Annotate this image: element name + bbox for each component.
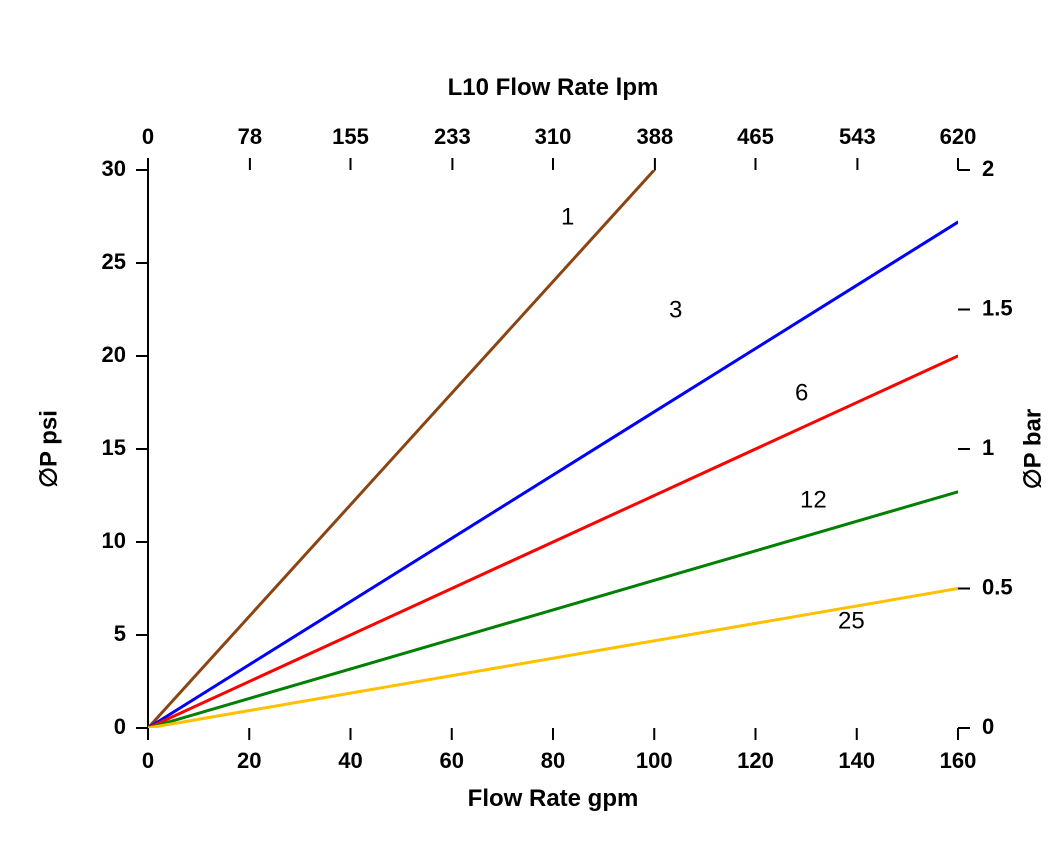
series-label-s3: 3: [669, 296, 682, 323]
series-label-s12: 12: [800, 486, 827, 513]
axis-right-tick-label: 0.5: [982, 574, 1013, 599]
axis-left-tick-label: 0: [114, 714, 126, 739]
axis-left-label: ∅P psi: [35, 410, 62, 488]
axis-right-tick-label: 1.5: [982, 295, 1013, 320]
axis-top-tick-label: 155: [332, 124, 369, 149]
axis-bottom-tick-label: 160: [940, 748, 977, 773]
axis-top-tick-label: 465: [737, 124, 774, 149]
axis-left-tick-label: 20: [102, 342, 126, 367]
axis-right-tick-label: 0: [982, 714, 994, 739]
axis-top-tick-label: 388: [637, 124, 674, 149]
axis-top-tick-label: 620: [940, 124, 977, 149]
axis-left-tick-label: 25: [102, 249, 126, 274]
axis-bottom-tick-label: 60: [440, 748, 464, 773]
axis-right-tick-label: 2: [982, 156, 994, 181]
axis-left-tick-label: 10: [102, 528, 126, 553]
series-label-s25: 25: [838, 607, 865, 634]
pressure-flow-chart: 051015202530∅P psi00.511.52∅P bar0781552…: [0, 0, 1062, 868]
axis-bottom-tick-label: 40: [338, 748, 362, 773]
axis-left-tick-label: 30: [102, 156, 126, 181]
series-label-s1: 1: [561, 203, 574, 230]
axis-right-tick-label: 1: [982, 435, 994, 460]
axis-right-label: ∅P bar: [1019, 409, 1046, 490]
axis-top-tick-label: 78: [238, 124, 262, 149]
axis-bottom-tick-label: 120: [737, 748, 774, 773]
axis-bottom-tick-label: 20: [237, 748, 261, 773]
axis-left-tick-label: 5: [114, 621, 126, 646]
axis-top-tick-label: 0: [142, 124, 154, 149]
axis-bottom-tick-label: 0: [142, 748, 154, 773]
chart-background: [0, 0, 1062, 868]
axis-top-title: L10 Flow Rate lpm: [448, 74, 659, 101]
axis-left-tick-label: 15: [102, 435, 126, 460]
axis-bottom-label: Flow Rate gpm: [468, 785, 639, 812]
axis-top-tick-label: 233: [434, 124, 471, 149]
series-label-s6: 6: [795, 379, 808, 406]
axis-top-tick-label: 543: [839, 124, 876, 149]
axis-bottom-tick-label: 140: [838, 748, 875, 773]
axis-bottom-tick-label: 100: [636, 748, 673, 773]
axis-top-tick-label: 310: [535, 124, 572, 149]
axis-bottom-tick-label: 80: [541, 748, 565, 773]
